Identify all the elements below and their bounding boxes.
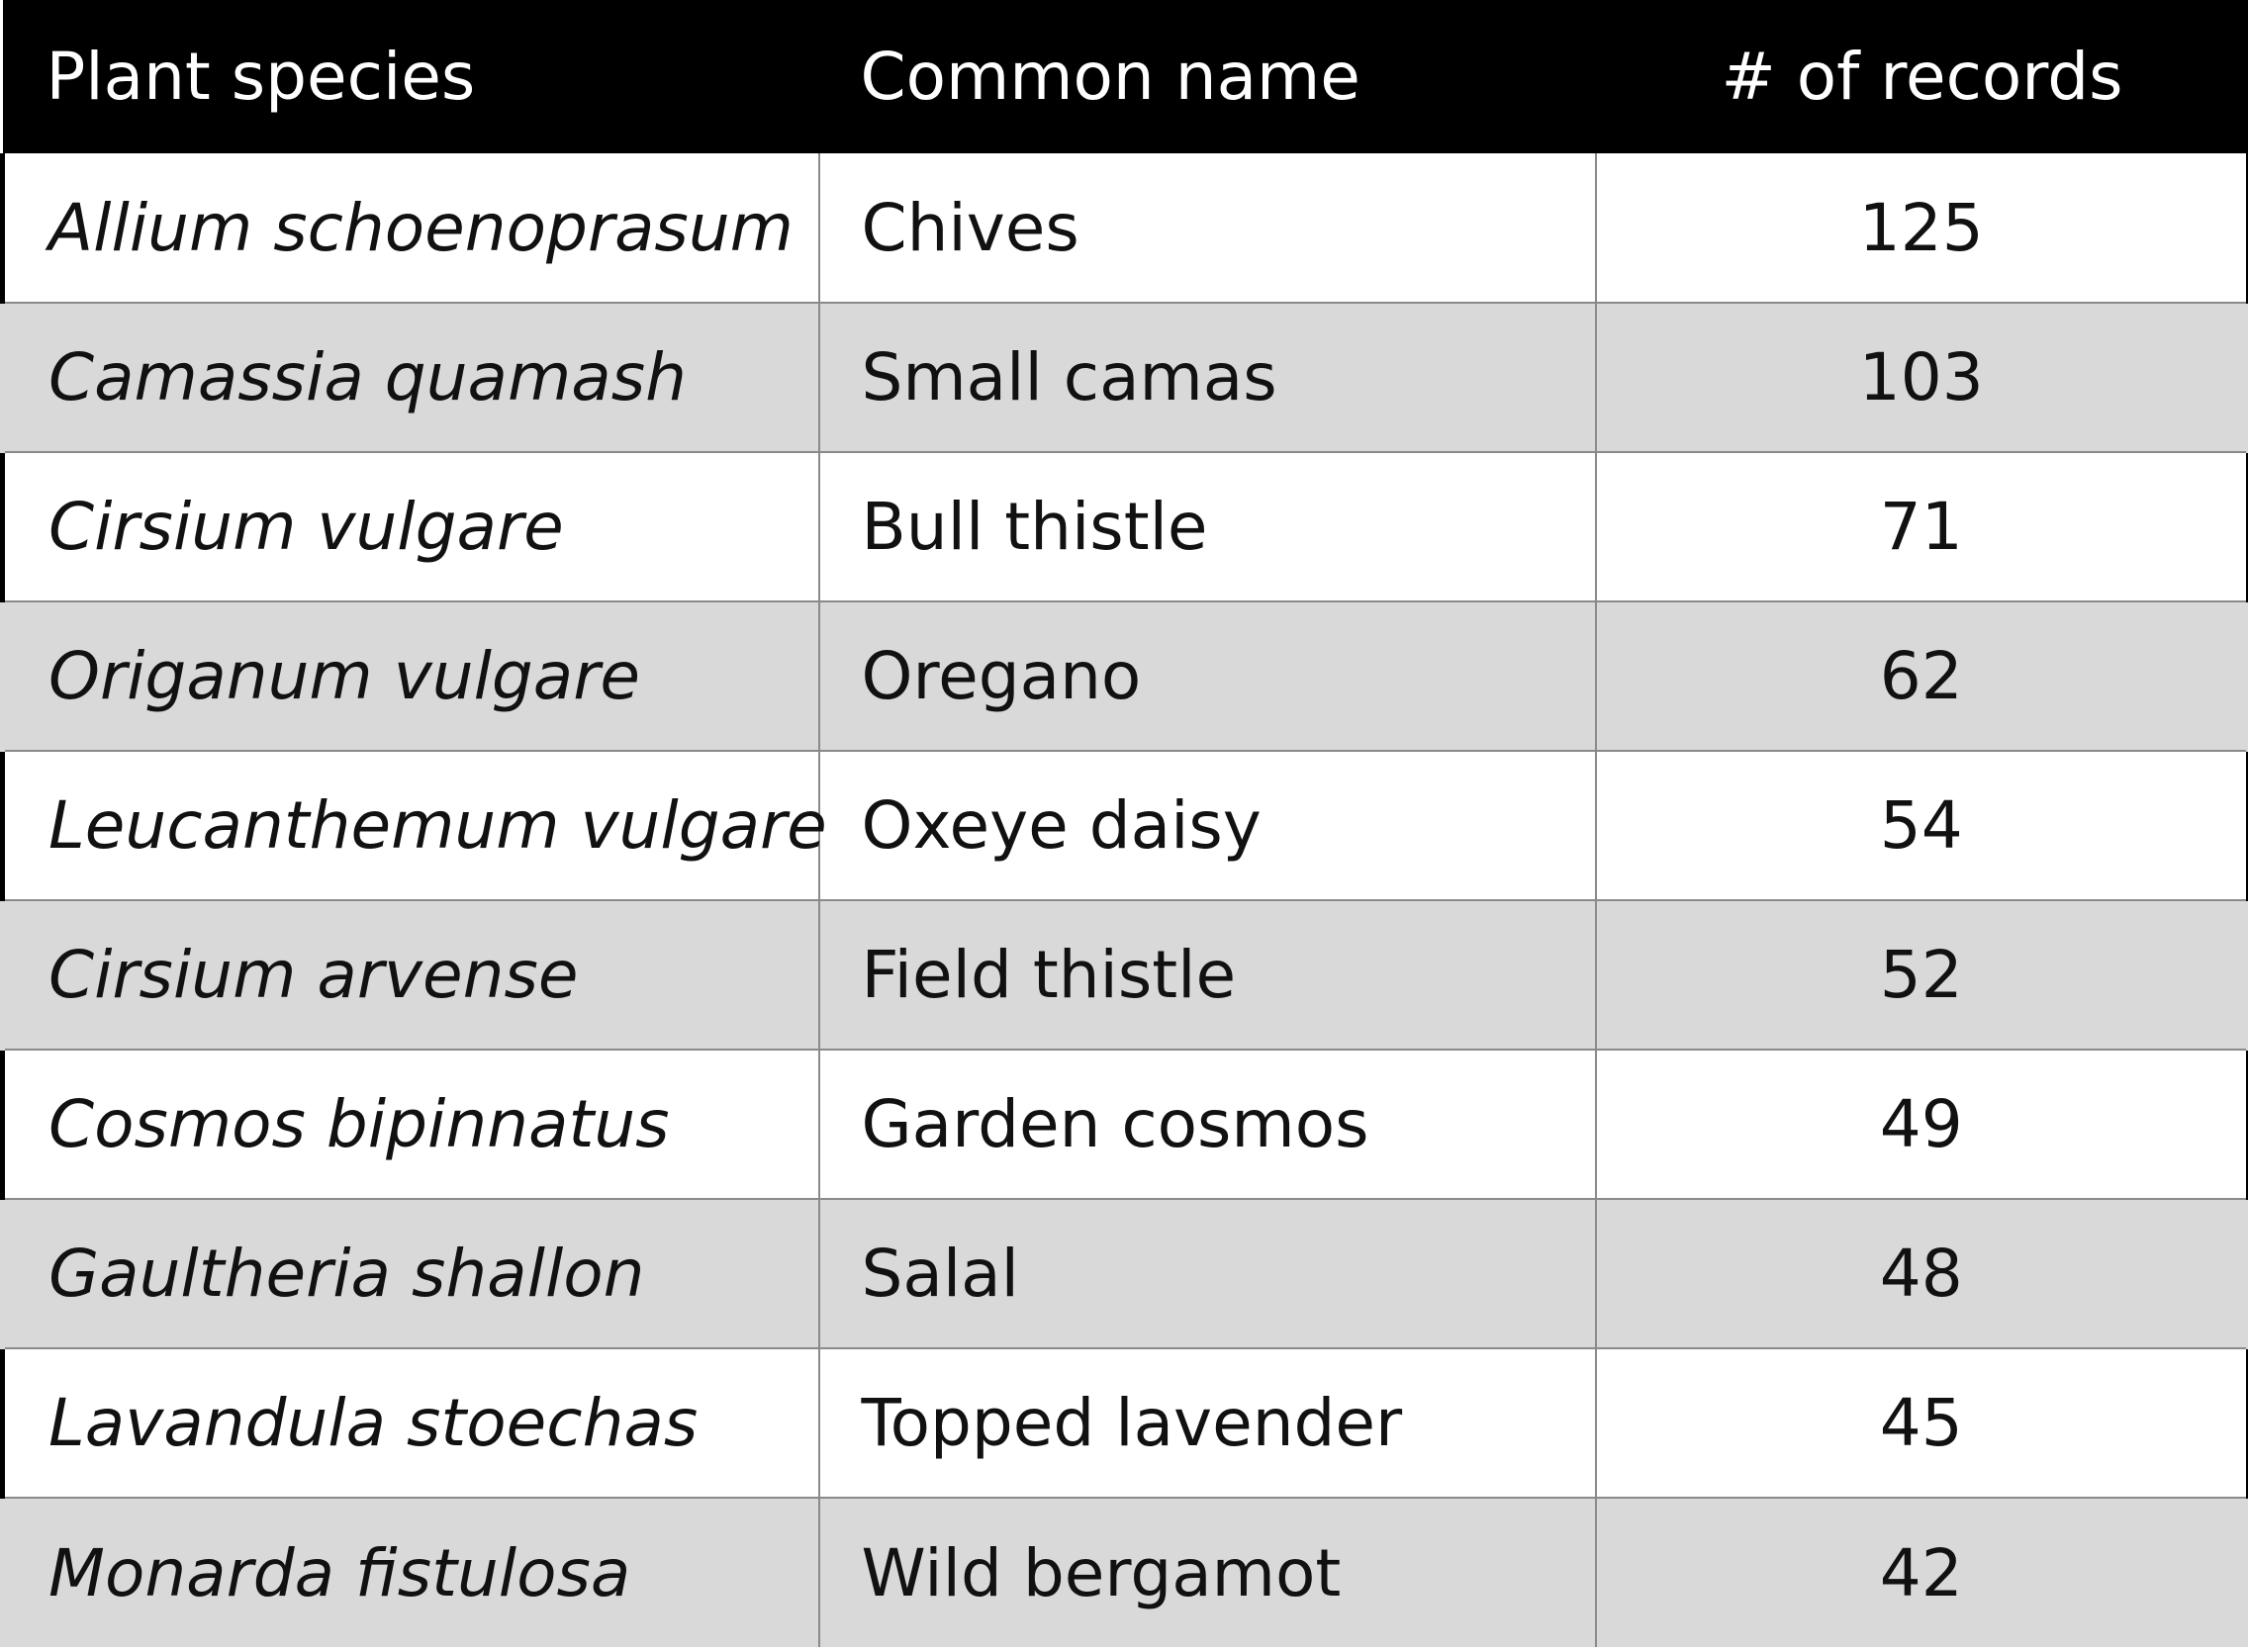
record-count-cell: 45 xyxy=(1594,1347,2248,1498)
record-count-cell: 52 xyxy=(1594,899,2248,1050)
record-count-cell: 42 xyxy=(1594,1497,2248,1647)
record-count-cell: 71 xyxy=(1594,451,2248,601)
species-cell: Lavandula stoechas xyxy=(0,1347,819,1498)
header-row: Plant species Common name # of records xyxy=(2,0,2248,153)
table-row: Cirsium vulgare Bull thistle 71 xyxy=(0,451,2248,601)
header-record-count: # of records xyxy=(1721,39,2123,115)
header-plant-species: Plant species xyxy=(46,39,476,115)
table-row: Allium schoenoprasum Chives 125 xyxy=(0,153,2248,303)
header-common-name: Common name xyxy=(860,39,1360,115)
table-row: Leucanthemum vulgare Oxeye daisy 54 xyxy=(0,750,2248,900)
species-cell: Monarda fistulosa xyxy=(0,1497,819,1647)
table-row: Cosmos bipinnatus Garden cosmos 49 xyxy=(0,1049,2248,1199)
record-count-cell: 54 xyxy=(1594,750,2248,900)
common-name-cell: Oxeye daisy xyxy=(817,750,1596,900)
record-count-cell: 103 xyxy=(1594,302,2248,452)
species-cell: Leucanthemum vulgare xyxy=(0,750,827,900)
common-name-cell: Chives xyxy=(817,153,1596,303)
species-cell: Gaultheria shallon xyxy=(0,1198,819,1348)
table-row: Lavandula stoechas Topped lavender 45 xyxy=(0,1347,2248,1498)
table-row: Monarda fistulosa Wild bergamot 42 xyxy=(0,1497,2248,1647)
table-row: Origanum vulgare Oregano 62 xyxy=(0,600,2248,751)
common-name-cell: Salal xyxy=(817,1198,1596,1348)
common-name-cell: Wild bergamot xyxy=(817,1497,1596,1647)
species-cell: Allium schoenoprasum xyxy=(0,153,819,303)
common-name-cell: Topped lavender xyxy=(817,1347,1596,1498)
table-header: Plant species Common name # of records xyxy=(2,0,2248,153)
record-count-cell: 125 xyxy=(1594,153,2248,303)
common-name-cell: Bull thistle xyxy=(817,451,1596,601)
table-row: Cirsium arvense Field thistle 52 xyxy=(0,899,2248,1050)
common-name-cell: Field thistle xyxy=(817,899,1596,1050)
species-cell: Cosmos bipinnatus xyxy=(0,1049,819,1199)
species-cell: Camassia quamash xyxy=(0,302,819,452)
species-cell: Origanum vulgare xyxy=(0,600,819,751)
record-count-cell: 48 xyxy=(1594,1198,2248,1348)
table-body: Allium schoenoprasum Chives 125 Camassia… xyxy=(0,153,2248,1647)
table-row: Gaultheria shallon Salal 48 xyxy=(0,1198,2248,1348)
record-count-cell: 49 xyxy=(1594,1049,2248,1199)
species-cell: Cirsium vulgare xyxy=(0,451,819,601)
common-name-cell: Oregano xyxy=(817,600,1596,751)
record-count-cell: 62 xyxy=(1594,600,2248,751)
table-row: Camassia quamash Small camas 103 xyxy=(0,302,2248,452)
common-name-cell: Garden cosmos xyxy=(817,1049,1596,1199)
common-name-cell: Small camas xyxy=(817,302,1596,452)
species-cell: Cirsium arvense xyxy=(0,899,819,1050)
